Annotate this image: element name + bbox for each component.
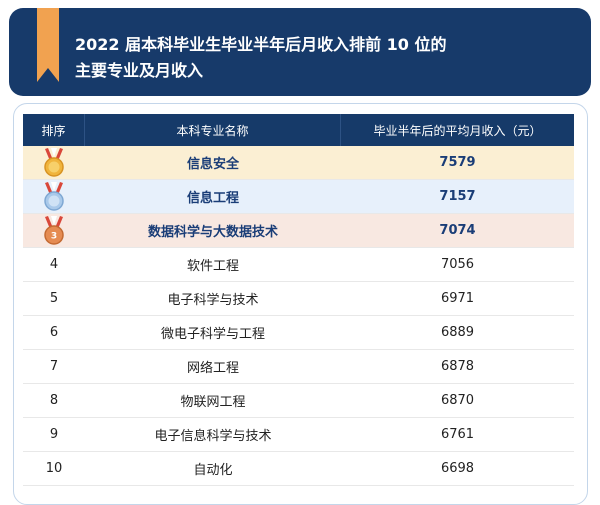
rank-cell: 8 [49, 393, 59, 408]
major-cell: 软件工程 [186, 259, 239, 274]
rank-cell: 3 [23, 214, 85, 247]
table-row: 6 微电子科学与工程 6889 [23, 316, 574, 350]
major-cell: 数据科学与大数据技术 [147, 225, 278, 240]
gold-medal-icon [44, 147, 64, 177]
major-cell: 自动化 [193, 463, 233, 478]
income-cell: 6971 [440, 291, 475, 306]
table-card: 排序 本科专业名称 毕业半年后的平均月收入（元） 信息安全 7579 [13, 103, 588, 505]
table-row: 8 物联网工程 6870 [23, 384, 574, 418]
income-cell: 6870 [440, 393, 475, 408]
major-cell: 物联网工程 [180, 395, 246, 410]
rank-cell: 10 [45, 461, 63, 476]
rank-cell: 5 [49, 291, 59, 306]
table-row: 10 自动化 6698 [23, 452, 574, 486]
major-cell: 信息工程 [186, 191, 239, 206]
rank-cell: 4 [49, 257, 59, 272]
income-cell: 6889 [440, 325, 475, 340]
table-row: 3 数据科学与大数据技术 7074 [23, 214, 574, 248]
major-cell: 电子信息科学与技术 [154, 429, 272, 444]
rank-cell [23, 180, 85, 213]
column-header-major: 本科专业名称 [85, 114, 341, 146]
silver-medal-icon [44, 181, 64, 211]
rank-cell: 6 [49, 325, 59, 340]
major-cell: 网络工程 [186, 361, 239, 376]
medal-number: 3 [51, 231, 57, 241]
income-table: 排序 本科专业名称 毕业半年后的平均月收入（元） 信息安全 7579 [23, 114, 574, 486]
income-cell: 6878 [440, 359, 475, 374]
income-cell: 7157 [439, 189, 476, 204]
title-line-2: 主要专业及月收入 [75, 61, 204, 80]
income-cell: 7074 [439, 223, 476, 238]
title-line-1: 2022 届本科毕业生毕业半年后月收入排前 10 位的 [75, 35, 447, 54]
column-header-rank: 排序 [23, 114, 85, 146]
income-cell: 7056 [440, 257, 475, 272]
major-cell: 信息安全 [186, 157, 239, 172]
major-cell: 电子科学与技术 [167, 293, 259, 308]
bookmark-ribbon-icon [37, 8, 59, 82]
table-row: 信息安全 7579 [23, 146, 574, 180]
rank-cell: 7 [49, 359, 59, 374]
rank-cell [23, 146, 85, 179]
table-header: 排序 本科专业名称 毕业半年后的平均月收入（元） [23, 114, 574, 146]
income-cell: 6761 [440, 427, 475, 442]
table-row: 7 网络工程 6878 [23, 350, 574, 384]
table-row: 4 软件工程 7056 [23, 248, 574, 282]
column-header-income: 毕业半年后的平均月收入（元） [373, 123, 542, 138]
table-row: 9 电子信息科学与技术 6761 [23, 418, 574, 452]
title-banner: 2022 届本科毕业生毕业半年后月收入排前 10 位的 主要专业及月收入 [9, 8, 591, 96]
major-cell: 微电子科学与工程 [160, 327, 265, 342]
table-row: 信息工程 7157 [23, 180, 574, 214]
income-cell: 7579 [439, 155, 476, 170]
table-row: 5 电子科学与技术 6971 [23, 282, 574, 316]
income-cell: 6698 [440, 461, 475, 476]
page-title: 2022 届本科毕业生毕业半年后月收入排前 10 位的 主要专业及月收入 [75, 32, 575, 84]
rank-cell: 9 [49, 427, 59, 442]
bronze-medal-icon: 3 [44, 215, 64, 245]
